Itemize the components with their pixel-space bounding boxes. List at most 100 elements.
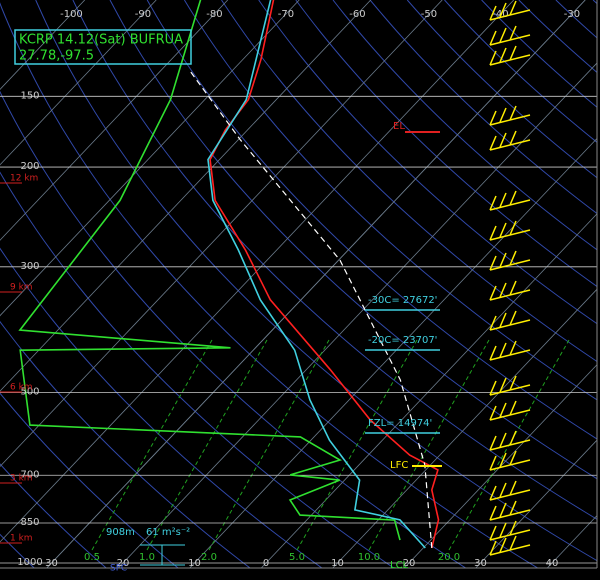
y-tick-label: 500 xyxy=(20,386,39,397)
y-tick-label: 300 xyxy=(20,261,39,272)
wind-barb xyxy=(489,25,531,46)
isotherm xyxy=(46,0,586,568)
dry-adiabat xyxy=(369,0,597,215)
x-tick-label: 30 xyxy=(474,558,487,569)
wind-barb xyxy=(489,280,531,301)
x-tick-label: 20 xyxy=(117,558,130,569)
dry-adiabat xyxy=(0,320,251,568)
dry-adiabat xyxy=(0,247,323,568)
isotherm xyxy=(0,0,372,392)
wind-barb xyxy=(489,450,531,471)
mixing-ratio-label: 0.5 xyxy=(84,552,100,563)
wind-barb xyxy=(489,220,531,241)
mixing-ratio-label: 2.0 xyxy=(201,552,217,563)
wind-barb xyxy=(489,105,531,126)
x-tick-label: 10 xyxy=(188,558,201,569)
isotherm xyxy=(0,0,300,317)
mixing-ratio-line xyxy=(208,339,330,551)
annotation: 61 m²s⁻² xyxy=(146,527,190,538)
wind-barb xyxy=(489,0,531,21)
annotation: -20C= 23707' xyxy=(368,335,437,346)
height-label: 6 km xyxy=(10,383,33,393)
height-label: 3 km xyxy=(10,474,33,484)
wind-barb xyxy=(489,250,531,271)
dry-adiabat xyxy=(0,90,466,568)
wind-barb xyxy=(489,520,531,541)
dry-adiabat xyxy=(0,2,538,568)
dry-adiabat xyxy=(146,0,597,440)
x-top-tick-label: -90 xyxy=(135,9,151,20)
wind-barb xyxy=(489,375,531,396)
annotation: EL xyxy=(393,121,405,132)
wind-barb xyxy=(489,130,531,151)
x-tick-label: 10 xyxy=(331,558,344,569)
dry-adiabat xyxy=(406,0,597,179)
wind-barb xyxy=(489,500,531,521)
isotherm xyxy=(0,0,157,166)
x-tick-label: 0 xyxy=(263,558,269,569)
dry-adiabat xyxy=(481,0,597,108)
annotation: SFC xyxy=(110,564,127,574)
height-label: 12 km xyxy=(10,174,38,184)
wind-barb xyxy=(489,310,531,331)
hodograph-marker xyxy=(140,544,185,566)
x-top-tick-label: -60 xyxy=(349,9,365,20)
wind-barb xyxy=(489,400,531,421)
wind-barb xyxy=(489,480,531,501)
mixing-ratio-line xyxy=(368,339,490,551)
mixing-ratio-line xyxy=(146,339,268,551)
x-top-tick-label: -100 xyxy=(60,9,83,20)
annotation: 908m xyxy=(106,527,135,538)
isotherm xyxy=(0,0,443,468)
wind-barb xyxy=(489,340,531,361)
annotation: LCL xyxy=(390,560,409,571)
dry-adiabat xyxy=(0,392,179,568)
isotherm xyxy=(189,137,597,568)
x-top-tick-label: -80 xyxy=(206,9,222,20)
isotherm xyxy=(117,62,597,568)
dry-adiabat xyxy=(295,0,597,288)
height-label: 1 km xyxy=(10,534,33,544)
mixing-ratio-line xyxy=(91,339,213,551)
dry-adiabat xyxy=(258,0,597,325)
x-tick-label: 20 xyxy=(403,558,416,569)
y-tick-label: 150 xyxy=(20,90,39,101)
x-tick-label: 30 xyxy=(45,558,58,569)
isotherm xyxy=(475,439,597,568)
isotherm xyxy=(0,0,229,241)
profile-line xyxy=(18,0,401,541)
plot-area xyxy=(0,0,597,568)
y-tick-label: 200 xyxy=(20,161,39,172)
isotherm xyxy=(0,0,515,543)
dry-adiabat xyxy=(444,0,597,143)
mixing-ratio-label: 5.0 xyxy=(289,552,305,563)
y-tick-label: 1000 xyxy=(17,557,42,568)
x-top-tick-label: -30 xyxy=(564,9,580,20)
annotation: FZL= 14974' xyxy=(368,418,432,429)
x-top-tick-label: -70 xyxy=(278,9,294,20)
wind-barb xyxy=(489,535,531,556)
chart-title: KCRP 14.12(Sat) BUFRUA xyxy=(19,33,183,48)
dry-adiabat xyxy=(0,463,107,568)
mixing-ratio-label: 10.0 xyxy=(358,552,380,563)
mixing-ratio-line xyxy=(296,339,418,551)
chart-subtitle: 27.78,-97.5 xyxy=(19,49,94,64)
isotherm xyxy=(260,213,597,568)
isotherm xyxy=(403,364,597,568)
wind-barb xyxy=(489,430,531,451)
height-label: 9 km xyxy=(10,283,33,293)
dry-adiabat xyxy=(221,0,597,363)
annotation: LFC xyxy=(390,460,408,471)
y-tick-label: 850 xyxy=(20,517,39,528)
mixing-ratio-label: 20.0 xyxy=(438,552,460,563)
wind-barb xyxy=(489,190,531,211)
y-tick-label: 700 xyxy=(20,469,39,480)
dry-adiabat xyxy=(332,0,597,251)
profile-line xyxy=(207,0,426,549)
title-box xyxy=(14,29,192,65)
dry-adiabat xyxy=(0,171,395,568)
wind-barb xyxy=(489,45,531,66)
mixing-ratio-label: 1.0 xyxy=(139,552,155,563)
